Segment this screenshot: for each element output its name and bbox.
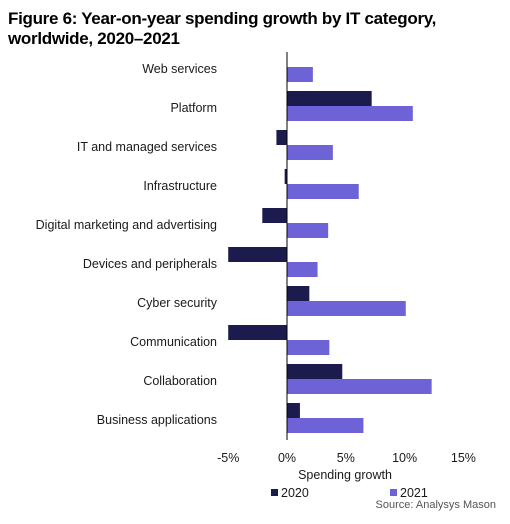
x-tick-labels: -5% 0% 5% 10% 15% xyxy=(217,451,476,465)
legend-label-2021: 2021 xyxy=(400,486,428,500)
bar-2021 xyxy=(287,106,413,121)
bar-2020 xyxy=(287,364,343,379)
category-label: Business applications xyxy=(97,413,217,427)
bars-group xyxy=(228,67,432,433)
category-label: Devices and peripherals xyxy=(83,257,217,271)
bar-2020 xyxy=(284,169,287,184)
bar-2021 xyxy=(287,379,432,394)
bar-2021 xyxy=(287,223,329,238)
legend-swatch-2020 xyxy=(271,489,278,496)
x-tick-label: 15% xyxy=(451,451,476,465)
bar-2020 xyxy=(228,325,287,340)
bar-2021 xyxy=(287,145,333,160)
bar-2021 xyxy=(287,67,313,82)
legend-label-2020: 2020 xyxy=(281,486,309,500)
bar-2021 xyxy=(287,262,318,277)
legend-swatch-2021 xyxy=(390,489,397,496)
source-note: Source: Analysys Mason xyxy=(375,499,496,511)
bar-2020 xyxy=(228,247,287,262)
category-label: Digital marketing and advertising xyxy=(36,218,217,232)
x-tick-label: 0% xyxy=(278,451,296,465)
category-labels: Web services Platform IT and managed servi… xyxy=(36,62,218,427)
category-label: Platform xyxy=(170,101,217,115)
bar-2021 xyxy=(287,184,359,199)
x-tick-label: -5% xyxy=(217,451,239,465)
category-label: IT and managed services xyxy=(77,140,217,154)
category-label: Infrastructure xyxy=(143,179,217,193)
bar-2020 xyxy=(262,208,287,223)
legend: 2020 2021 xyxy=(271,486,428,500)
bar-2021 xyxy=(287,418,364,433)
category-label: Communication xyxy=(130,335,217,349)
bar-2020 xyxy=(287,91,372,106)
x-tick-label: 10% xyxy=(392,451,417,465)
bar-2021 xyxy=(287,301,406,316)
category-label: Web services xyxy=(142,62,217,76)
x-tick-label: 5% xyxy=(337,451,355,465)
bar-2020 xyxy=(287,286,310,301)
category-label: Collaboration xyxy=(143,374,217,388)
x-axis-label: Spending growth xyxy=(298,468,392,482)
bar-2020 xyxy=(276,130,287,145)
category-label: Cyber security xyxy=(137,296,218,310)
chart-title: Figure 6: Year-on-year spending growth b… xyxy=(8,9,437,48)
bar-2021 xyxy=(287,340,330,355)
bar-2020 xyxy=(287,403,300,418)
